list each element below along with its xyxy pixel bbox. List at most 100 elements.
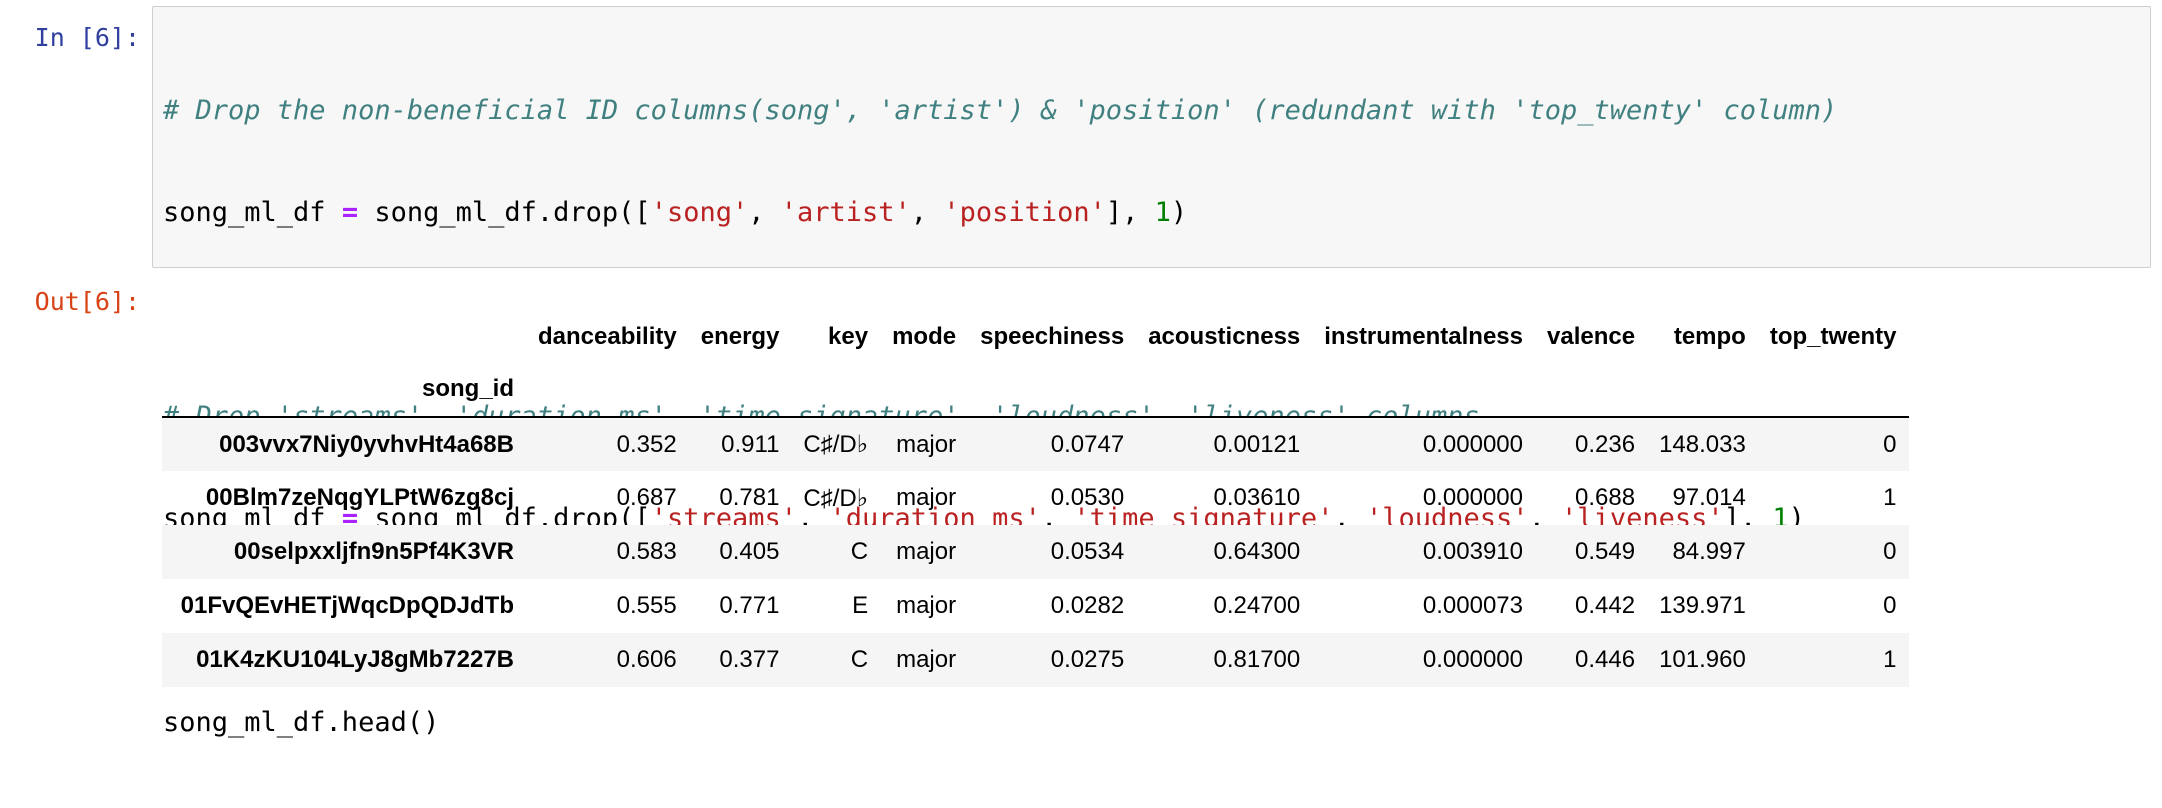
code-string: 'streams' [650, 503, 797, 534]
code-token: song_ml_df [163, 503, 342, 534]
code-token: , [1040, 503, 1074, 534]
table-cell: 0.000000 [1422, 646, 1523, 673]
table-cell: 0.688 [1575, 484, 1636, 511]
table-cell: 84.997 [1672, 538, 1746, 565]
dataframe-output: danceability energy key mode speechiness… [162, 312, 1909, 687]
table-cell: major [896, 430, 957, 458]
table-row: 00Blm7zeNqgYLPtW6zg8cj 0.687 0.781 C♯/D♭… [162, 471, 1909, 525]
column-header: mode [892, 323, 957, 350]
table-cell: 0 [1883, 538, 1897, 565]
table-row: 00selpxxljfn9n5Pf4K3VR 0.583 0.405 C maj… [162, 525, 1909, 579]
table-cell: 0.687 [616, 484, 677, 511]
table-cell: 0.377 [719, 646, 780, 673]
code-token: , [797, 503, 830, 534]
column-header-row: danceability energy key mode speechiness… [162, 312, 1909, 362]
table-cell: 0.0747 [1050, 430, 1125, 458]
column-header: danceability [538, 323, 677, 350]
code-operator: = [341, 197, 359, 228]
code-token: , [1333, 503, 1366, 534]
table-cell: 0.583 [616, 538, 677, 565]
code-string: 'liveness' [1561, 503, 1724, 534]
row-index: 003vvx7Niy0yvhvHt4a68B [219, 430, 514, 458]
index-header-spacer [1758, 362, 1909, 417]
table-cell: C♯/D♭ [803, 484, 869, 512]
table-cell: 0.549 [1575, 538, 1636, 565]
code-line-1: # Drop the non-beneficial ID columns(son… [163, 94, 1837, 128]
table-cell: E [852, 592, 869, 619]
table-cell: 0.405 [719, 538, 780, 565]
code-input-area[interactable]: # Drop the non-beneficial ID columns(son… [152, 6, 2151, 738]
table-cell: 0 [1883, 430, 1897, 458]
code-line-4: # Drop 'streams', 'duration_ms', 'time_s… [163, 400, 1837, 434]
column-header: instrumentalness [1324, 323, 1523, 350]
index-header-spacer [968, 362, 1136, 417]
index-header-spacer [791, 362, 880, 417]
code-token: song_ml_df [163, 197, 342, 228]
table-row: 01K4zKU104LyJ8gMb7227B 0.606 0.377 C maj… [162, 633, 1909, 687]
code-string: 'song' [650, 197, 749, 228]
code-token: ], [1723, 503, 1773, 534]
column-header: speechiness [980, 323, 1125, 350]
index-header-spacer [689, 362, 792, 417]
code-string: 'position' [943, 197, 1106, 228]
table-cell: major [896, 592, 957, 619]
code-string: 'loudness' [1365, 503, 1529, 534]
code-string: 'artist' [780, 197, 911, 228]
table-cell: 0.000000 [1422, 430, 1523, 458]
code-token: song_ml_df.drop([ [358, 503, 651, 534]
row-index: 01K4zKU104LyJ8gMb7227B [196, 646, 514, 673]
table-row: 003vvx7Niy0yvhvHt4a68B 0.352 0.911 C♯/D♭… [162, 417, 1909, 471]
table-cell: C♯/D♭ [803, 431, 869, 458]
code-line-5: song_ml_df = song_ml_df.drop(['streams',… [163, 502, 1837, 536]
code-token: ], [1105, 197, 1155, 228]
table-cell: 97.014 [1672, 484, 1746, 511]
code-token: song_ml_df.drop([ [358, 197, 651, 228]
table-cell: 1 [1883, 646, 1897, 673]
table-cell: 0.442 [1575, 592, 1636, 619]
code-line-2: song_ml_df = song_ml_df.drop(['song', 'a… [163, 196, 1837, 230]
table-cell: 0.911 [721, 430, 780, 458]
table-cell: 0.555 [616, 592, 677, 619]
table-cell: 0.00121 [1213, 430, 1301, 458]
table-row: 01FvQEvHETjWqcDpQDJdTb 0.555 0.771 E maj… [162, 579, 1909, 633]
table-cell: major [896, 538, 957, 565]
column-header-blank [162, 312, 526, 362]
table-cell: 0.446 [1575, 646, 1636, 673]
code-token: , [910, 197, 944, 228]
table-cell: C [850, 646, 869, 673]
table-cell: 0.781 [719, 484, 780, 511]
column-header: tempo [1673, 323, 1746, 350]
column-header: acousticness [1148, 323, 1301, 350]
row-index: 00Blm7zeNqgYLPtW6zg8cj [205, 484, 514, 511]
table-cell: 139.971 [1659, 592, 1746, 619]
index-name-header: song_id [421, 375, 514, 402]
table-cell: C [850, 538, 869, 565]
code-token: , [1528, 503, 1562, 534]
code-token: ) [1170, 197, 1188, 228]
index-header-spacer [526, 362, 689, 417]
code-string: 'time_signature' [1073, 503, 1334, 534]
code-token: ) [1788, 503, 1805, 534]
row-index: 00selpxxljfn9n5Pf4K3VR [233, 538, 514, 565]
column-header: energy [700, 323, 780, 350]
code-comment: # Drop the non-beneficial ID columns(son… [163, 95, 1838, 126]
table-cell: 0.64300 [1213, 538, 1301, 565]
index-header-spacer [1312, 362, 1535, 417]
code-line-7: song_ml_df.head() [163, 706, 1837, 740]
table-cell: 0.0275 [1050, 646, 1125, 673]
table-cell: major [896, 646, 957, 673]
table-cell: 148.033 [1659, 430, 1746, 458]
code-string: 'duration_ms' [829, 503, 1041, 534]
table-cell: 0.0282 [1050, 592, 1125, 619]
table-cell: 0 [1883, 592, 1897, 619]
code-operator: = [341, 503, 359, 534]
output-prompt: Out[6]: [34, 287, 140, 316]
table-cell: 0.236 [1575, 430, 1636, 458]
column-header: key [828, 323, 869, 350]
code-comment: # Drop 'streams', 'duration_ms', 'time_s… [163, 401, 1480, 432]
table-cell: 0.0530 [1050, 484, 1125, 511]
table-cell: 0.606 [616, 646, 677, 673]
table-cell: 0.81700 [1213, 646, 1301, 673]
table-cell: 0.000000 [1422, 484, 1523, 511]
index-header-spacer [1535, 362, 1647, 417]
